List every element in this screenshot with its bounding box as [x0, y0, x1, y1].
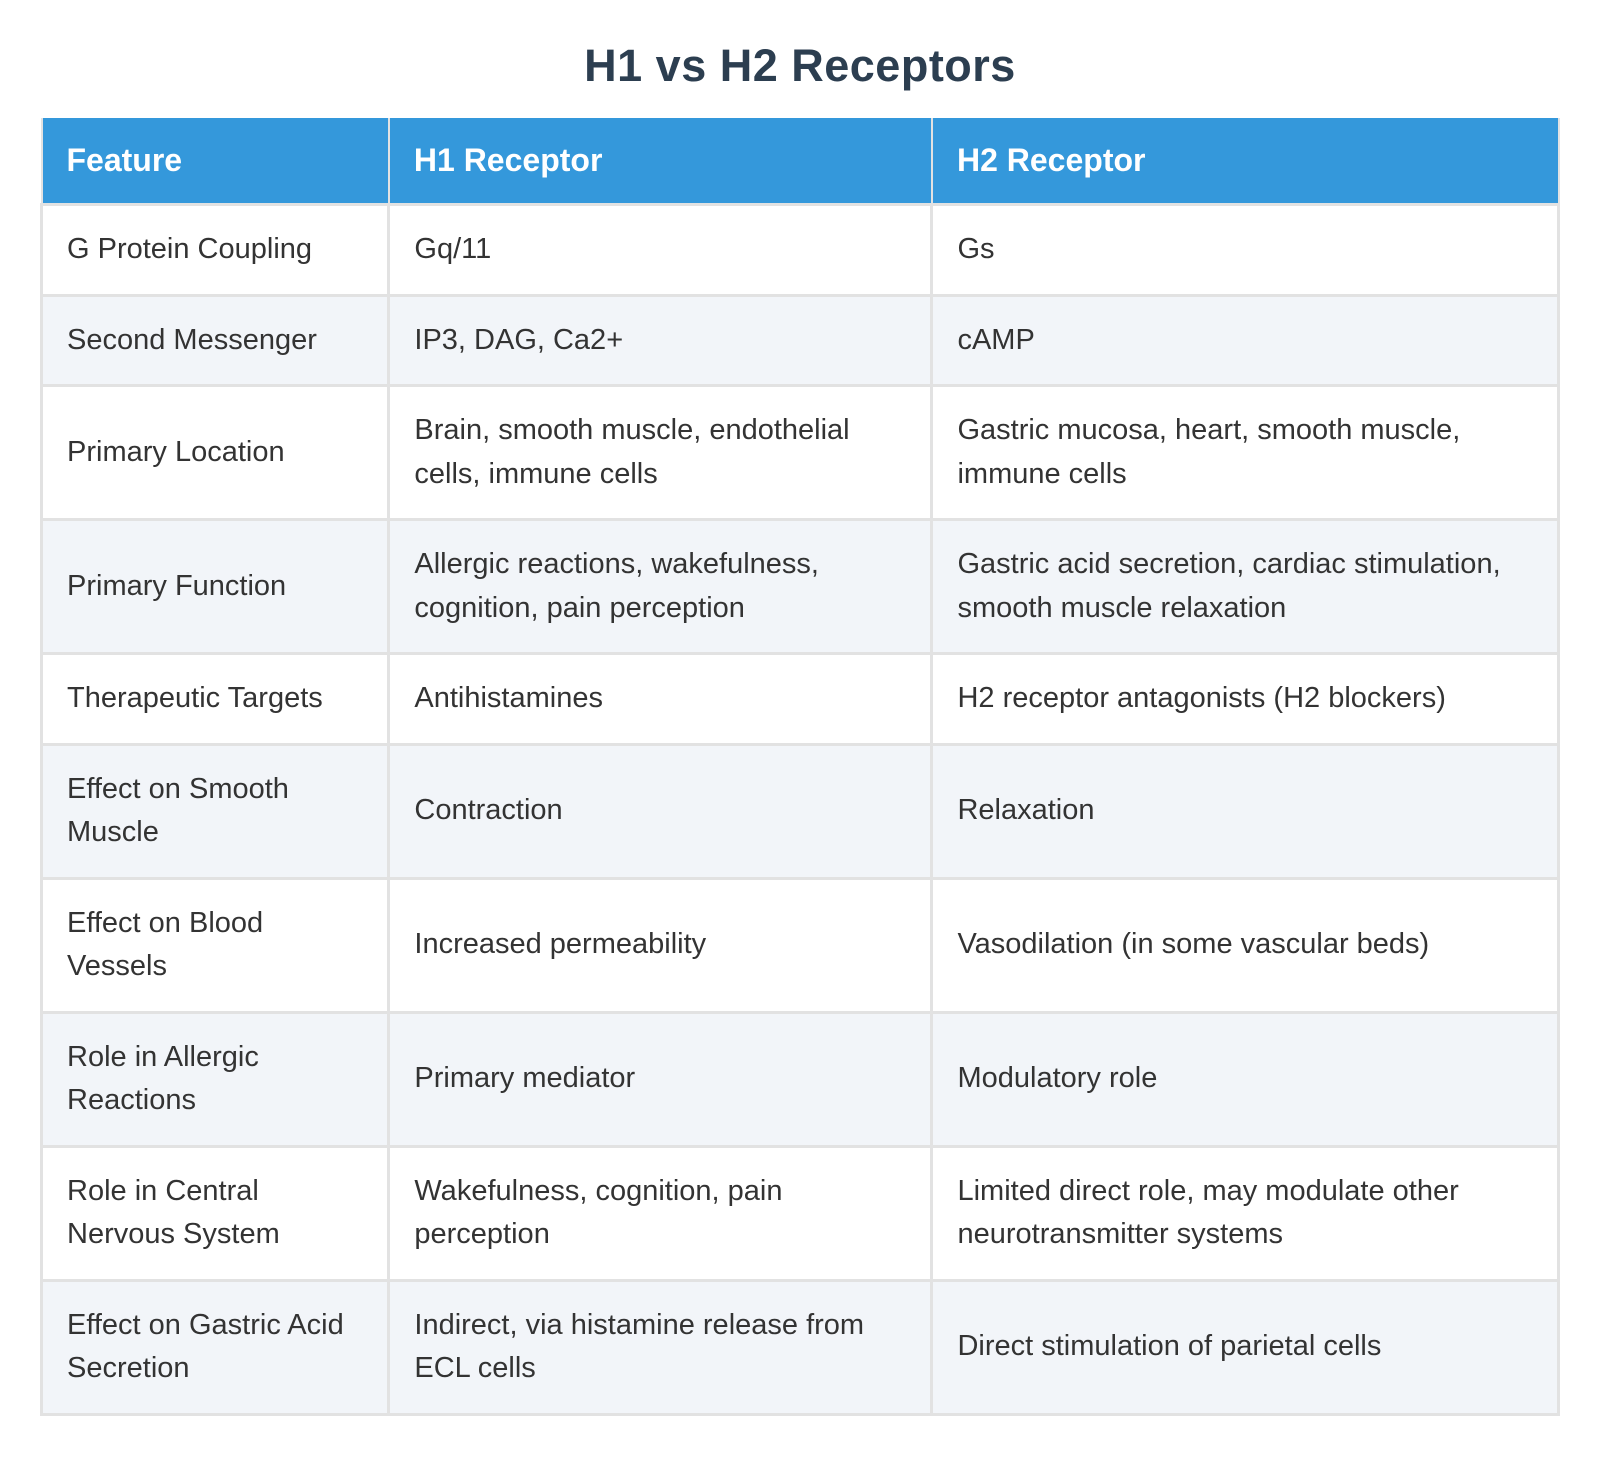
table-row: Effect on Gastric Acid Secretion Indirec…: [39, 1278, 1560, 1416]
table-row: Second Messenger IP3, DAG, Ca2+ cAMP: [39, 293, 1560, 387]
table-row: Primary Location Brain, smooth muscle, e…: [39, 384, 1560, 521]
feature-cell: Primary Function: [39, 518, 391, 655]
h1-cell: Increased permeability: [387, 876, 934, 1014]
h1-cell: Brain, smooth muscle, endothelial cells,…: [387, 384, 934, 521]
comparison-table: Feature H1 Receptor H2 Receptor G Protei…: [39, 118, 1560, 1416]
h1-cell: Allergic reactions, wakefulness, cogniti…: [387, 518, 934, 655]
feature-cell: Primary Location: [39, 384, 391, 521]
h1-cell: Indirect, via histamine release from ECL…: [387, 1278, 934, 1416]
table-row: Therapeutic Targets Antihistamines H2 re…: [39, 652, 1560, 746]
feature-cell: Role in Central Nervous System: [39, 1144, 391, 1282]
table-row: Role in Central Nervous System Wakefulne…: [39, 1144, 1560, 1282]
feature-cell: Therapeutic Targets: [39, 652, 391, 746]
column-header-h2-receptor: H2 Receptor: [930, 118, 1560, 206]
feature-cell: Effect on Blood Vessels: [39, 876, 391, 1014]
table-row: Effect on Blood Vessels Increased permea…: [39, 876, 1560, 1014]
h1-cell: Antihistamines: [387, 652, 934, 746]
table-row: Effect on Smooth Muscle Contraction Rela…: [39, 742, 1560, 880]
column-header-h1-receptor: H1 Receptor: [387, 118, 933, 206]
feature-cell: Effect on Gastric Acid Secretion: [39, 1278, 391, 1416]
h2-cell: H2 receptor antagonists (H2 blockers): [930, 652, 1560, 746]
feature-cell: G Protein Coupling: [39, 203, 391, 297]
h1-cell: Contraction: [387, 742, 934, 880]
h1-cell: Gq/11: [387, 203, 934, 297]
h1-cell: Primary mediator: [387, 1010, 934, 1148]
h1-cell: IP3, DAG, Ca2+: [387, 293, 934, 387]
table-row: G Protein Coupling Gq/11 Gs: [39, 203, 1560, 297]
h2-cell: Modulatory role: [930, 1010, 1560, 1148]
page-title: H1 vs H2 Receptors: [584, 40, 1016, 91]
h1-cell: Wakefulness, cognition, pain perception: [387, 1144, 934, 1282]
h2-cell: Gs: [930, 203, 1560, 297]
h2-cell: Limited direct role, may modulate other …: [930, 1144, 1560, 1282]
table-row: Role in Allergic Reactions Primary media…: [39, 1010, 1560, 1148]
table-header: Feature H1 Receptor H2 Receptor: [40, 118, 1560, 206]
header-row: Feature H1 Receptor H2 Receptor: [40, 118, 1560, 206]
feature-cell: Second Messenger: [39, 293, 391, 387]
h2-cell: Relaxation: [930, 742, 1560, 880]
table-row: Primary Function Allergic reactions, wak…: [39, 518, 1560, 655]
h2-cell: Gastric acid secretion, cardiac stimulat…: [930, 518, 1560, 655]
feature-cell: Effect on Smooth Muscle: [39, 742, 391, 880]
column-header-feature: Feature: [40, 118, 390, 206]
table-body: G Protein Coupling Gq/11 Gs Second Messe…: [39, 203, 1560, 1416]
h2-cell: cAMP: [930, 293, 1560, 387]
feature-cell: Role in Allergic Reactions: [39, 1010, 391, 1148]
h2-cell: Vasodilation (in some vascular beds): [930, 876, 1560, 1014]
h2-cell: Direct stimulation of parietal cells: [930, 1278, 1560, 1416]
h2-cell: Gastric mucosa, heart, smooth muscle, im…: [930, 384, 1560, 521]
